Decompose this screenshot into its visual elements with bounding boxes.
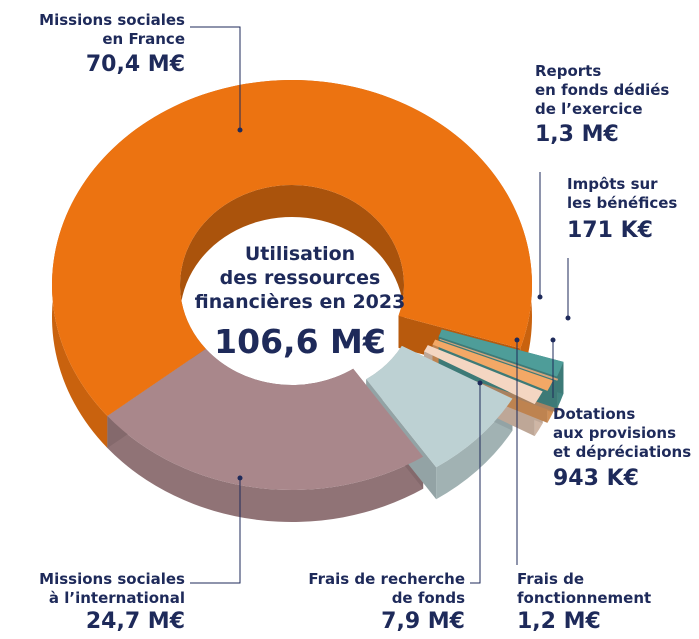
value-label: 943 K€	[553, 466, 639, 491]
slice-outer-side	[436, 398, 513, 500]
slice	[107, 348, 424, 490]
leader	[190, 26, 241, 130]
chart-title: Utilisation des ressources financières e…	[194, 243, 406, 313]
category-label: Missions sociales en France	[39, 11, 185, 48]
dot	[537, 294, 543, 300]
slice	[439, 338, 559, 381]
dot	[237, 127, 243, 133]
value-label: 24,7 M€	[85, 609, 185, 634]
slice-outer-side	[51, 79, 532, 448]
dot	[514, 337, 520, 343]
leaders	[190, 26, 569, 584]
slice-outer-side	[107, 415, 424, 522]
value-label: 171 K€	[567, 218, 653, 243]
slice	[52, 79, 533, 416]
leader	[190, 478, 241, 584]
leader	[470, 383, 481, 584]
center-label: 106,6 M€	[214, 322, 386, 361]
category-label: Missions sociales à l’international	[39, 570, 185, 607]
category-label: Dotations aux provisions et dépréciation…	[553, 405, 692, 461]
value-label: 1,3 M€	[535, 122, 619, 147]
slice	[424, 345, 543, 405]
category-label: Frais de recherche de fonds	[308, 570, 465, 607]
dot	[550, 337, 556, 343]
tops	[52, 79, 564, 490]
slice	[432, 339, 553, 391]
category-label: Impôts sur les bénéfices	[567, 175, 678, 212]
dot	[565, 315, 571, 321]
dot	[237, 475, 243, 481]
dots	[237, 127, 571, 481]
value-label: 70,4 M€	[85, 52, 185, 77]
dot	[477, 380, 483, 386]
value-label: 7,9 M€	[381, 609, 465, 634]
value-label: 1,2 M€	[517, 609, 601, 634]
slice	[366, 345, 513, 468]
category-label: Frais de fonctionnement	[517, 570, 652, 607]
slice	[438, 329, 564, 377]
category-label: Reports en fonds dédiés de l’exercice	[535, 62, 670, 118]
